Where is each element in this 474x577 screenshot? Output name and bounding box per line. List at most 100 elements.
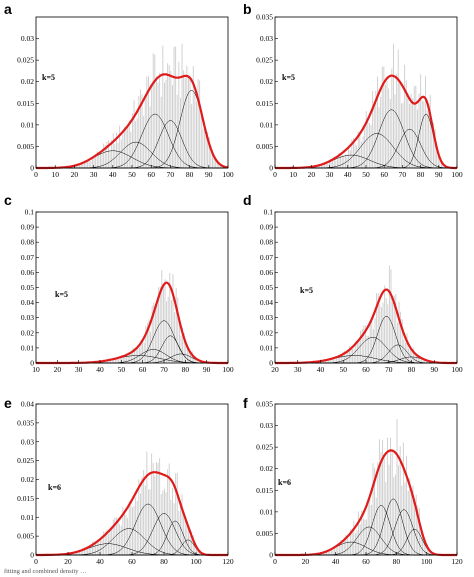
histogram-bar	[124, 127, 125, 168]
histogram-bar	[122, 507, 124, 555]
histogram-bar	[210, 145, 212, 168]
histogram-bar	[93, 540, 95, 555]
histogram-bar	[331, 359, 333, 363]
histogram-bar	[338, 544, 340, 555]
histogram-bar	[165, 492, 167, 555]
histogram-bar	[393, 295, 395, 363]
y-tick-label: 0.01	[21, 343, 34, 352]
y-tick-label: 0.08	[21, 238, 34, 247]
histogram-bar	[191, 531, 193, 555]
y-tick-label: 0.1	[264, 208, 274, 217]
histogram-bar	[424, 358, 426, 363]
histogram-bar	[423, 101, 425, 168]
histogram-bar	[398, 465, 400, 555]
histogram-bar	[141, 94, 143, 168]
histogram-bar	[169, 272, 171, 363]
x-tick-label: 70	[399, 170, 407, 179]
histogram-bar	[114, 144, 116, 168]
histogram-bar	[82, 549, 84, 555]
histogram-bar	[364, 519, 366, 555]
histogram-bar	[127, 352, 129, 363]
histogram-bar	[125, 130, 127, 168]
histogram-bar	[389, 98, 391, 168]
histogram-bar	[87, 160, 89, 168]
histogram-bar	[125, 515, 127, 555]
histogram-bar	[168, 65, 170, 168]
histogram-bar	[425, 359, 427, 363]
histogram-bar	[408, 348, 410, 363]
histogram-bar	[337, 159, 338, 168]
y-tick-label: 0.07	[260, 253, 273, 262]
histogram-bar	[220, 164, 221, 168]
y-tick-label: 0.03	[21, 34, 34, 43]
histogram-bar	[111, 528, 113, 555]
histogram-bar	[415, 494, 417, 555]
x-tick-label: 120	[451, 557, 463, 566]
histogram-bar	[133, 99, 135, 168]
component-curve-5	[275, 509, 457, 556]
y-tick-label: 0.1	[25, 208, 35, 217]
histogram-bar	[439, 157, 441, 168]
histogram-bar	[383, 66, 385, 168]
histogram-bar	[391, 450, 393, 555]
histogram-bar	[332, 157, 334, 168]
histogram-bar	[396, 74, 398, 168]
histogram-bar	[369, 122, 370, 168]
histogram-bar	[372, 463, 374, 555]
histogram-bar	[151, 86, 153, 168]
component-curve-3	[36, 320, 228, 364]
histogram-bar	[334, 548, 336, 555]
histogram-bar	[197, 549, 199, 555]
histogram-bar	[355, 341, 357, 363]
y-tick-label: 0.015	[256, 99, 273, 108]
histogram-bar	[95, 156, 97, 168]
histogram-bar	[425, 76, 426, 168]
histogram-bar	[140, 89, 141, 168]
histogram-bar	[342, 351, 344, 363]
x-tick-label: 80	[186, 170, 194, 179]
figure-caption: fitting and combined density …	[4, 568, 87, 575]
histogram-bar	[405, 80, 407, 168]
histogram-bar	[339, 355, 341, 363]
histogram-bar	[324, 551, 326, 555]
histogram-bar	[122, 354, 124, 363]
histogram-bar	[348, 145, 350, 168]
histogram-bar	[423, 539, 425, 555]
histogram-bar	[110, 360, 112, 363]
histogram-bar	[109, 529, 111, 555]
y-tick-label: 0	[30, 359, 34, 368]
histogram-bar	[388, 464, 390, 555]
histogram-bar	[422, 532, 424, 555]
histogram-bar	[351, 139, 353, 168]
panel-letter: b	[243, 1, 252, 17]
x-tick-label: 40	[96, 365, 104, 374]
y-tick-label: 0	[30, 164, 34, 173]
histogram-bar	[410, 93, 412, 168]
y-tick-label: 0.005	[17, 532, 34, 541]
x-tick-label: 90	[205, 170, 213, 179]
histogram-bar	[356, 530, 358, 555]
histogram-bar	[352, 349, 354, 363]
histogram-bar	[344, 350, 346, 363]
panel-letter: e	[4, 395, 12, 411]
x-tick-label: 40	[332, 557, 340, 566]
histogram-bar	[127, 517, 129, 555]
histogram-bar	[176, 472, 178, 555]
histogram-bar	[120, 139, 122, 168]
histogram-bar	[367, 122, 369, 168]
histogram-bar	[175, 473, 177, 555]
histogram-bar	[148, 489, 149, 555]
histogram-bar	[128, 500, 130, 555]
histogram-bar	[119, 524, 121, 555]
histogram-bar	[118, 356, 120, 363]
histogram-bar	[395, 294, 397, 363]
histogram-bar	[401, 485, 403, 555]
x-tick-label: 40	[96, 557, 104, 566]
x-tick-label: 80	[160, 557, 168, 566]
histogram-bar	[418, 508, 420, 555]
histogram-bar	[361, 510, 363, 555]
x-tick-label: 20	[71, 170, 79, 179]
histogram-bar	[188, 352, 190, 363]
histogram-bar	[378, 439, 380, 555]
histogram-bars	[68, 451, 210, 555]
